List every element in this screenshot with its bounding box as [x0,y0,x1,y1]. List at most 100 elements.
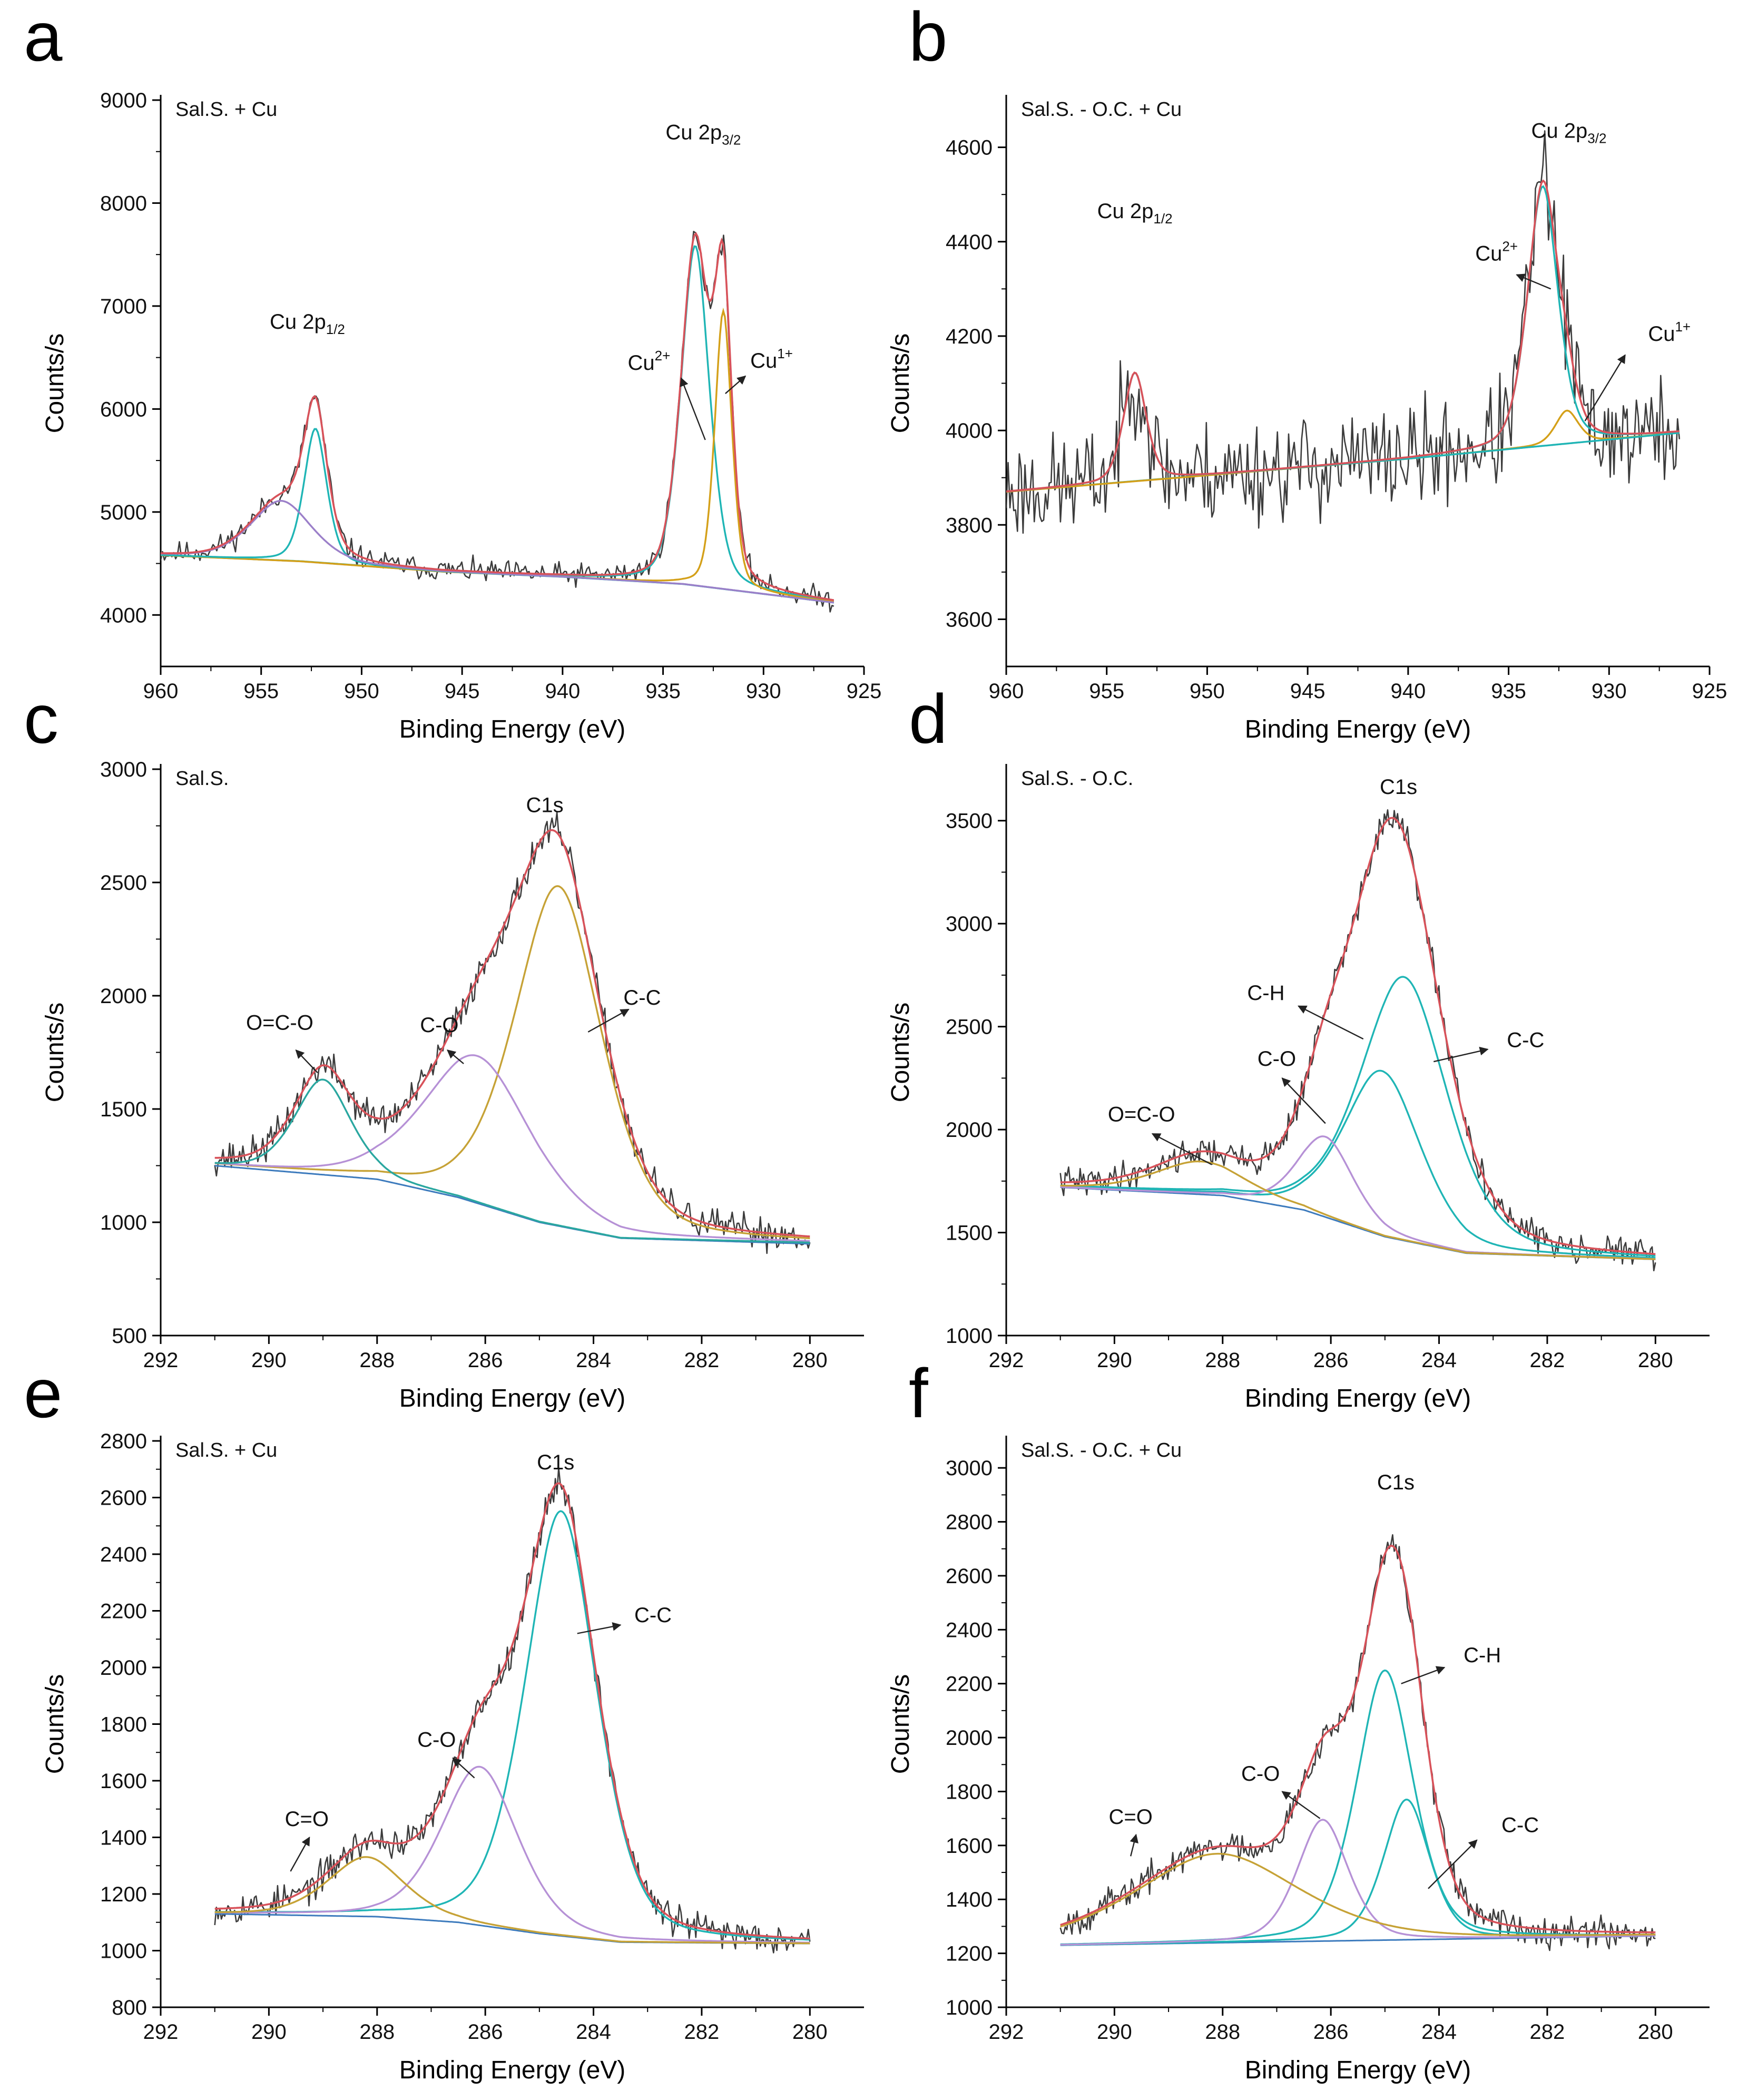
x-tick-label: 284 [576,2020,611,2044]
x-tick-label: 288 [359,1349,395,1372]
y-tick-label: 1200 [100,1883,147,1906]
peak-annotation: Cu 2p1/2 [270,310,345,337]
x-axis-label: Binding Energy (eV) [399,2056,626,2084]
x-tick-label: 282 [1530,2020,1565,2044]
panel-title: Sal.S. - O.C. + Cu [1021,1439,1182,1461]
y-tick-label: 4000 [100,604,147,627]
y-tick-label: 1600 [100,1770,147,1793]
y-axis-label: Counts/s [887,1003,915,1102]
peak-annotation: C1s [537,1451,574,1474]
annotation-arrow [446,1049,464,1064]
fit-envelope-line [214,829,810,1238]
peak-annotation: C-C [634,1604,672,1627]
x-tick-label: 292 [989,2020,1024,2044]
y-tick-label: 2500 [100,871,147,895]
peak-annotation: C=O [1109,1805,1153,1829]
y-tick-label: 3800 [946,514,993,537]
plot-area [1059,809,1656,1272]
panel-title: Sal.S. - O.C. [1021,768,1133,790]
x-axis-label: Binding Energy (eV) [1245,2056,1471,2084]
annotation-subscript: 3/2 [1587,131,1606,146]
panel-c: c 292 290 288 286 284 282 280 500 1000 1500 2000 250… [24,680,864,1412]
x-tick-label: 290 [1097,1349,1132,1372]
y-tick-label: 9000 [100,89,147,112]
y-tick-label: 6000 [100,398,147,421]
plot-area [1059,1534,1656,1951]
annotation-superscript: 1+ [777,346,793,361]
y-tick-label: 5000 [100,501,147,524]
x-tick-label: 284 [576,1349,611,1372]
x-tick-label: 292 [143,2020,179,2044]
panel-a: a 960 955 950 945 940 935 930 925 4000 5000 6000 700… [24,0,881,743]
x-tick-label: 288 [1205,2020,1240,2044]
y-axis-label: Counts/s [41,1674,69,1774]
y-tick-label: 4000 [946,419,993,443]
fit-envelope-line [161,232,834,601]
peak-annotation: C-O [417,1729,456,1752]
x-tick-label: 286 [468,2020,503,2044]
annotation-arrow [1516,273,1552,290]
y-tick-label: 3000 [100,758,147,781]
y-tick-label: 1000 [946,1324,993,1348]
y-tick-label: 1200 [946,1942,993,1966]
x-tick-label: 955 [243,680,279,703]
annotation-arrow [290,1837,310,1872]
x-axis-label: Binding Energy (eV) [1245,715,1471,743]
x-tick-label: 286 [1313,1349,1349,1372]
peak-annotation: C1s [1377,1471,1415,1494]
y-tick-label: 1000 [100,1940,147,1963]
x-tick-label: 930 [1592,680,1627,703]
x-tick-label: 930 [746,680,781,703]
panel-b: b 960 955 950 945 940 935 930 925 3600 3800 4000 420… [887,0,1727,743]
component-peak-c-c [1060,976,1656,1257]
y-tick-label: 1400 [100,1827,147,1850]
x-tick-label: 940 [545,680,580,703]
peak-annotation: C-C [1501,1813,1539,1837]
x-tick-label: 282 [684,2020,720,2044]
peak-annotation: C1s [526,794,564,817]
plot-area [161,231,834,613]
y-tick-label: 2400 [946,1618,993,1642]
x-tick-label: 280 [1638,1349,1673,1372]
y-tick-label: 3000 [946,912,993,936]
y-tick-label: 8000 [100,192,147,215]
y-tick-label: 3500 [946,810,993,833]
x-axis-label: Binding Energy (eV) [399,715,626,743]
raw-spectrum-line [1059,809,1656,1272]
y-tick-label: 3600 [946,608,993,631]
annotation-arrow [1130,1833,1138,1857]
plot-area [214,1467,811,1954]
panel-title: Sal.S. [175,768,229,790]
y-tick-label: 1800 [946,1780,993,1803]
y-tick-label: 2600 [100,1487,147,1510]
component-peak-o-c-o [214,1078,810,1244]
y-tick-label: 2200 [100,1600,147,1623]
fit-envelope-line [1060,817,1656,1255]
x-tick-label: 935 [1491,680,1526,703]
component-peak-c-h [1060,1069,1656,1259]
x-tick-label: 960 [989,680,1024,703]
annotation-subscript: 1/2 [1153,211,1172,227]
y-tick-label: 1500 [100,1098,147,1121]
y-tick-label: 1000 [946,1996,993,2019]
peak-annotation: C-O [1241,1762,1280,1785]
annotation-arrow [295,1049,318,1074]
y-tick-label: 3000 [946,1457,993,1480]
y-tick-label: 2800 [100,1430,147,1453]
component-peak-c-o [1060,1819,1656,1946]
y-tick-label: 2000 [100,985,147,1008]
y-tick-label: 1500 [946,1222,993,1245]
panel-e: e 292 290 288 286 284 282 280 800 1000 1200 1400 160… [24,1355,864,2084]
panel-label: a [24,0,63,75]
raw-spectrum-line [1006,130,1681,534]
raw-spectrum-line [214,811,811,1254]
panel-label: f [909,1355,928,1432]
x-tick-label: 960 [143,680,179,703]
x-tick-label: 280 [1638,2020,1673,2044]
annotation-arrow [1151,1133,1212,1165]
component-peak-c-o [1060,1852,1656,1936]
x-tick-label: 282 [1530,1349,1565,1372]
panel-title: Sal.S. + Cu [175,99,277,121]
y-tick-label: 2000 [100,1656,147,1680]
